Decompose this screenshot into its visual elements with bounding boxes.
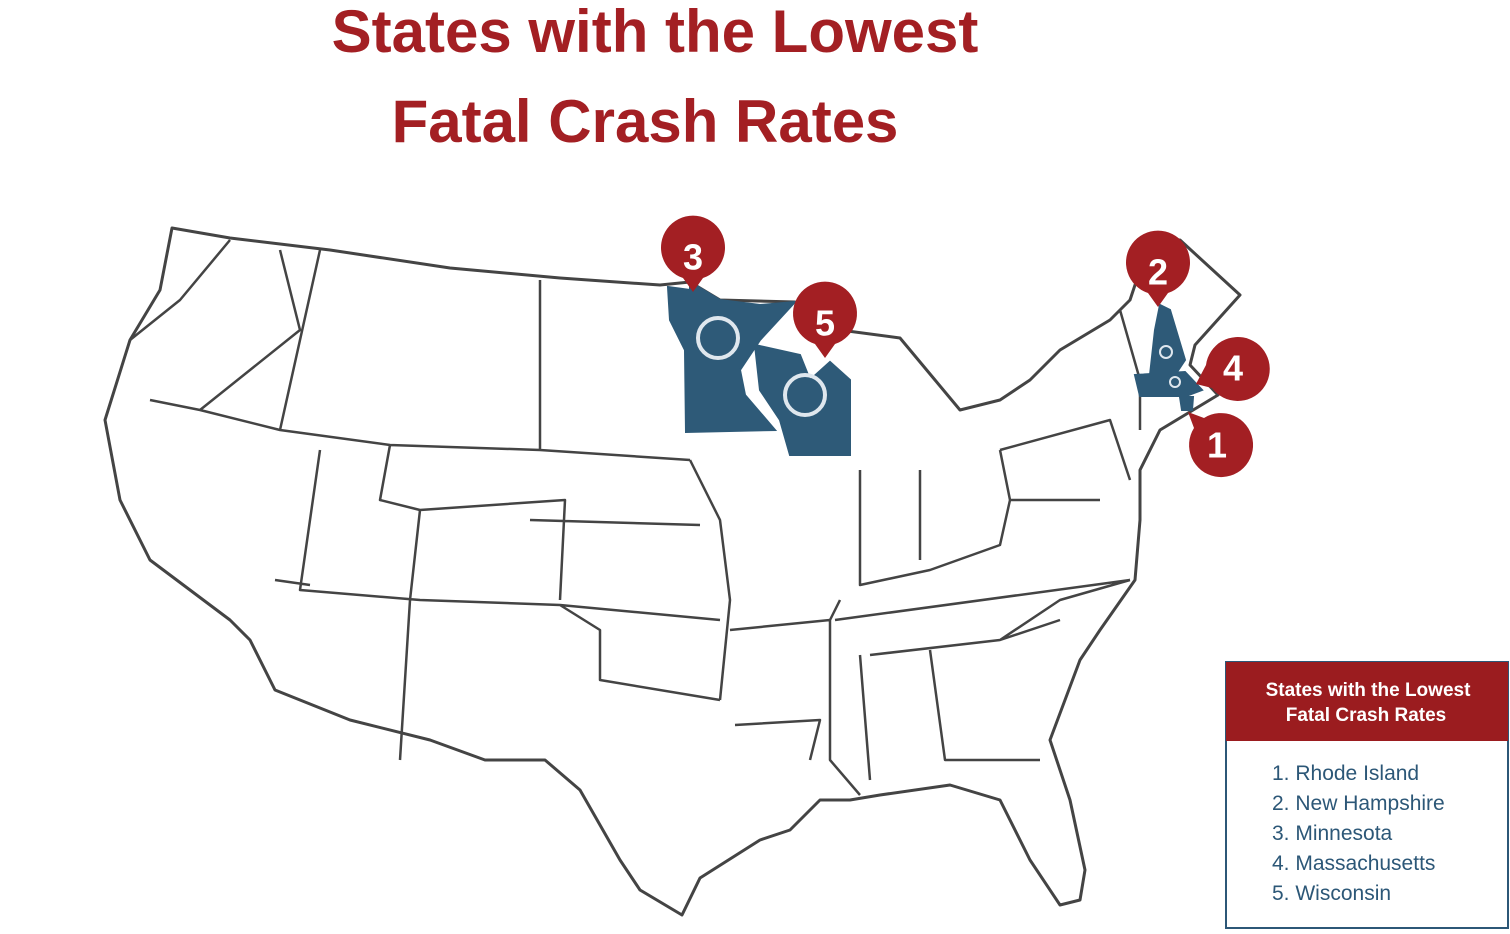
pin: 5	[793, 281, 857, 358]
steering-icons	[696, 316, 1181, 417]
massachusetts	[1133, 370, 1204, 397]
legend-item: 2. New Hampshire	[1272, 792, 1445, 815]
title-line: States with the Lowest	[332, 0, 979, 65]
pin: 4	[1196, 337, 1270, 402]
legend-item: 1. Rhode Island	[1272, 762, 1419, 785]
us-outline	[103, 226, 1242, 917]
pin: 1	[1188, 412, 1254, 478]
legend: States with the Lowest Fatal Crash Rates…	[1225, 661, 1509, 929]
pin: 3	[661, 215, 725, 292]
pin: 2	[1126, 230, 1190, 307]
us-map	[103, 226, 1242, 917]
legend-item: 3. Minnesota	[1272, 822, 1393, 845]
legend-item: 5. Wisconsin	[1272, 882, 1391, 905]
legend-header	[1226, 662, 1508, 741]
pin-label: 2	[1148, 252, 1168, 293]
legend-item: 4. Massachusetts	[1272, 852, 1435, 875]
legend-title: States with the Lowest	[1266, 680, 1471, 701]
pin-label: 5	[815, 303, 835, 344]
legend-title: Fatal Crash Rates	[1286, 705, 1447, 726]
pin-label: 3	[683, 237, 703, 278]
rhode-island	[1178, 396, 1195, 411]
pins: 3 5 2 4 1	[661, 215, 1270, 478]
pin-label: 1	[1207, 425, 1227, 466]
title-line: Fatal Crash Rates	[392, 88, 899, 155]
state-borders	[129, 239, 1142, 796]
wisconsin	[753, 343, 851, 456]
pin-label: 4	[1223, 348, 1243, 389]
